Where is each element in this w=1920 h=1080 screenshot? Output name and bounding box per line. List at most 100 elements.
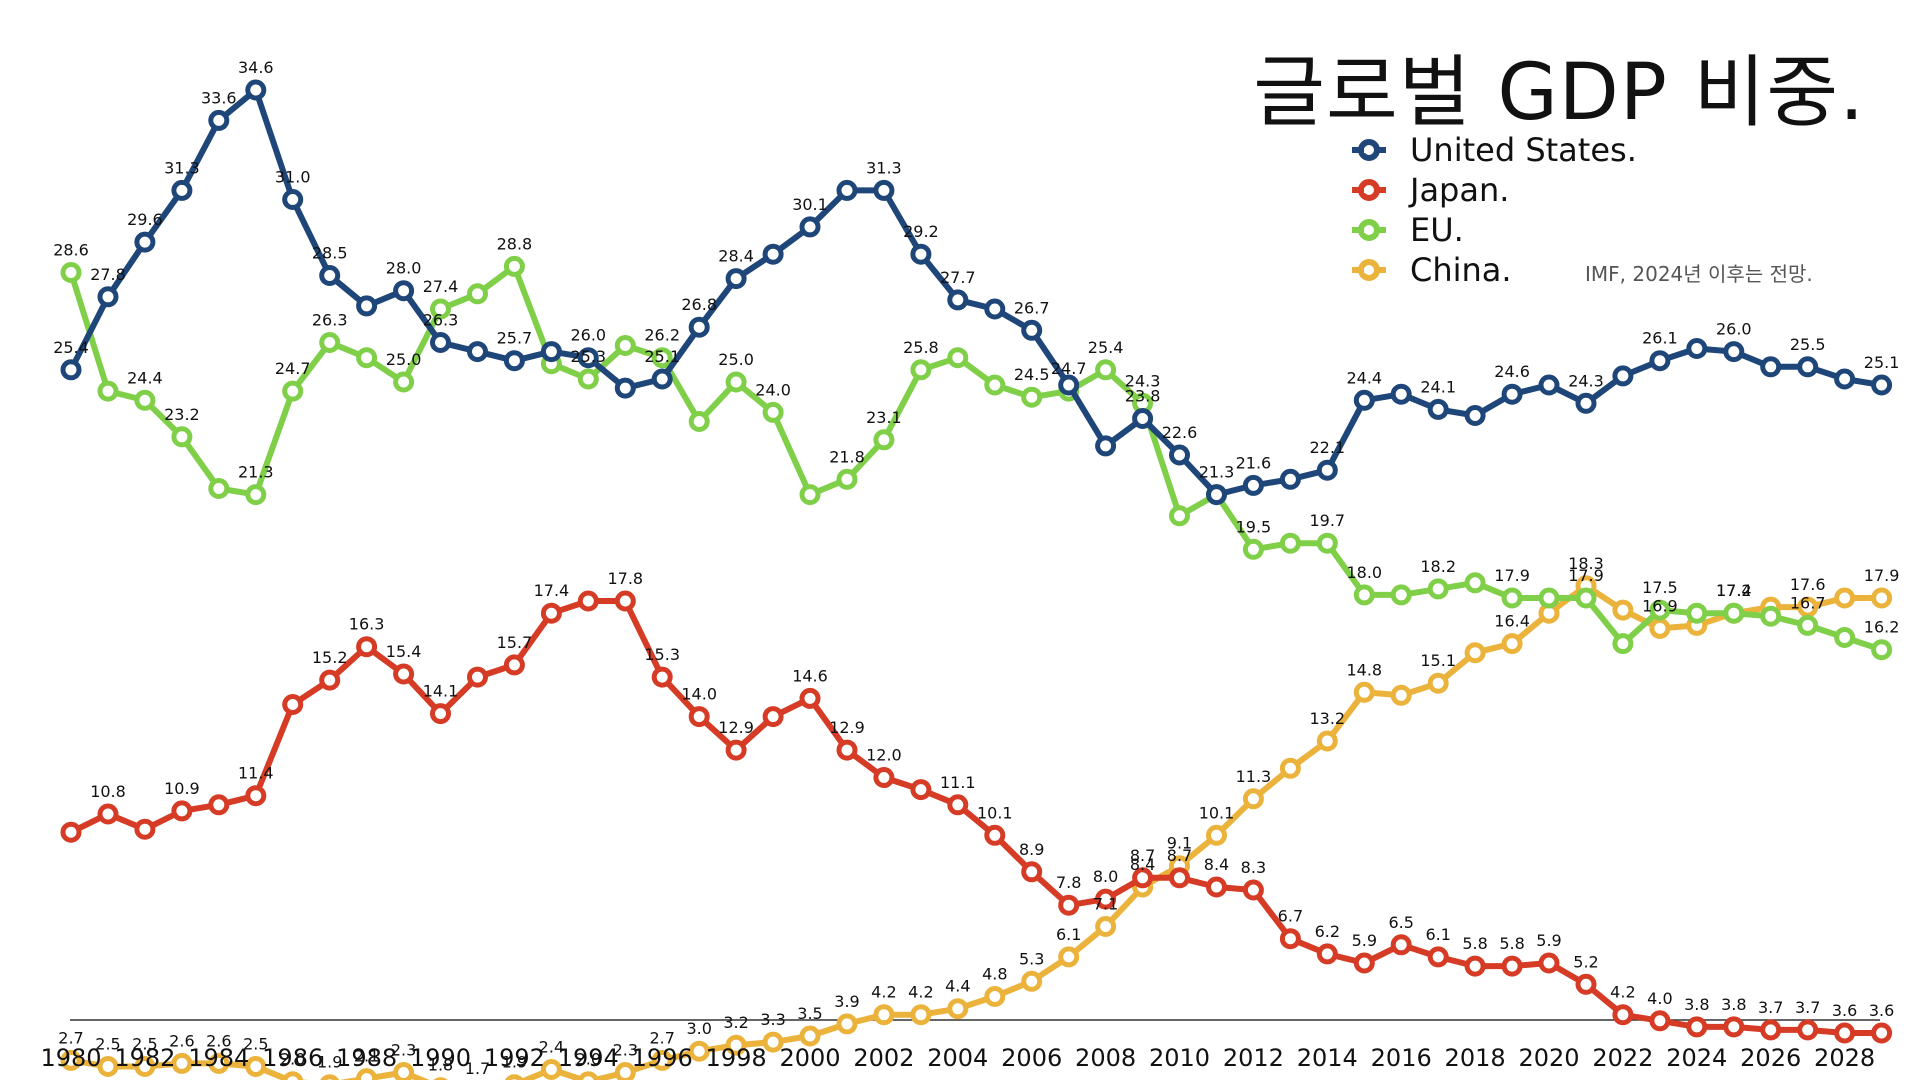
legend-item-japan: Japan. (1352, 170, 1637, 210)
data-point-eu (503, 255, 525, 277)
data-point-eu (1427, 578, 1449, 600)
data-point-united-states (1353, 389, 1375, 411)
series-layer (60, 79, 1893, 1080)
data-label: 10.8 (90, 782, 126, 801)
data-label: 15.3 (644, 645, 680, 664)
data-point-eu (947, 347, 969, 369)
data-label: 26.3 (423, 311, 459, 330)
data-label: 2.7 (649, 1028, 674, 1047)
data-label: 13.2 (1309, 709, 1345, 728)
data-label: 27.8 (90, 265, 126, 284)
data-label: 3.7 (1795, 998, 1820, 1017)
legend-marker-icon (1358, 219, 1380, 241)
data-label: 25.0 (718, 350, 754, 369)
data-label-layer: 2.7 2.5 2.5 2.6 2.6 2.5 2.0 1.9 2.1 2.3 1.8 1.7 1.9 2… (53, 58, 1899, 1078)
data-point-japan (1501, 955, 1523, 977)
data-label: 26.0 (1716, 320, 1752, 339)
data-label: 26.2 (644, 326, 680, 345)
data-label: 2.5 (95, 1035, 120, 1054)
legend: United States. Japan. EU. China. (1352, 130, 1637, 290)
data-point-china (208, 1052, 230, 1074)
data-point-china (873, 1004, 895, 1026)
data-point-eu (171, 426, 193, 448)
data-point-japan (1464, 955, 1486, 977)
x-tick-label: 2010 (1149, 1044, 1210, 1072)
data-label: 24.1 (1420, 377, 1456, 396)
x-tick-label: 2022 (1592, 1044, 1653, 1072)
data-label: 10.9 (164, 779, 200, 798)
data-point-japan (1612, 1004, 1634, 1026)
data-label: 17.9 (1568, 566, 1604, 585)
data-point-china (1612, 599, 1634, 621)
data-label: 24.4 (1346, 368, 1382, 387)
data-label: 28.6 (53, 241, 89, 260)
data-point-china (282, 1071, 304, 1080)
data-point-japan (1575, 973, 1597, 995)
data-label: 14.6 (792, 666, 828, 685)
data-point-china (393, 1062, 415, 1080)
data-point-japan (1834, 1022, 1856, 1044)
data-label: 7.8 (1056, 873, 1081, 892)
data-point-china (1316, 730, 1338, 752)
data-point-eu (1871, 639, 1893, 661)
data-label: 26.3 (312, 311, 348, 330)
data-point-japan (97, 803, 119, 825)
data-point-japan (1353, 952, 1375, 974)
data-point-eu (208, 478, 230, 499)
data-label: 2.7 (58, 1028, 83, 1047)
data-point-japan (171, 800, 193, 822)
data-point-eu (97, 380, 119, 402)
data-label: 24.0 (755, 380, 791, 399)
data-label: 15.4 (386, 642, 422, 661)
data-label: 24.5 (1014, 365, 1050, 384)
x-tick-label: 2018 (1445, 1044, 1506, 1072)
data-point-united-states (171, 179, 193, 201)
data-label: 17.6 (1790, 575, 1826, 594)
data-point-eu (60, 262, 82, 283)
data-label: 1.9 (317, 1053, 342, 1072)
data-label: 17.9 (1494, 566, 1530, 585)
data-point-japan (208, 794, 230, 816)
data-point-china (1649, 617, 1671, 639)
data-point-united-states (1871, 374, 1893, 396)
data-label: 25.1 (644, 347, 680, 366)
data-point-china (1427, 672, 1449, 694)
data-label: 24.4 (127, 368, 163, 387)
data-label: 17.5 (1642, 578, 1678, 597)
data-point-united-states (577, 347, 599, 369)
data-point-eu (1095, 359, 1117, 381)
data-label: 28.4 (718, 247, 754, 266)
data-point-united-states (1279, 468, 1301, 490)
data-label: 8.7 (1167, 846, 1192, 865)
data-point-eu (393, 371, 415, 393)
x-tick-label: 1982 (114, 1044, 175, 1072)
data-point-china (1501, 633, 1523, 655)
data-point-united-states (1723, 341, 1745, 363)
data-label: 23.8 (1125, 387, 1161, 406)
data-label: 25.8 (903, 338, 939, 357)
x-tick-label: 1998 (706, 1044, 767, 1072)
data-point-japan (1649, 1010, 1671, 1032)
data-point-japan (577, 590, 599, 612)
data-label: 2.0 (576, 1050, 601, 1069)
data-label: 16.2 (1864, 618, 1900, 637)
data-label: 18.3 (1568, 554, 1604, 573)
data-point-eu (1169, 505, 1190, 527)
data-point-united-states (208, 109, 230, 131)
data-label: 4.2 (871, 983, 896, 1002)
data-point-japan (503, 654, 525, 676)
x-tick-label: 2016 (1371, 1044, 1432, 1072)
data-point-eu (1575, 587, 1597, 609)
data-point-japan (1538, 952, 1560, 974)
data-label: 12.0 (866, 746, 902, 765)
x-tick-label: 2024 (1666, 1044, 1727, 1072)
data-point-japan (1760, 1019, 1782, 1041)
data-point-eu (319, 332, 341, 353)
data-label: 17.9 (1864, 566, 1900, 585)
data-label: 5.8 (1499, 934, 1524, 953)
data-point-china (1095, 916, 1117, 937)
data-label: 15.1 (1420, 651, 1456, 670)
data-point-china (540, 1059, 562, 1080)
data-point-eu (1353, 584, 1375, 606)
series-japan (60, 590, 1893, 1044)
